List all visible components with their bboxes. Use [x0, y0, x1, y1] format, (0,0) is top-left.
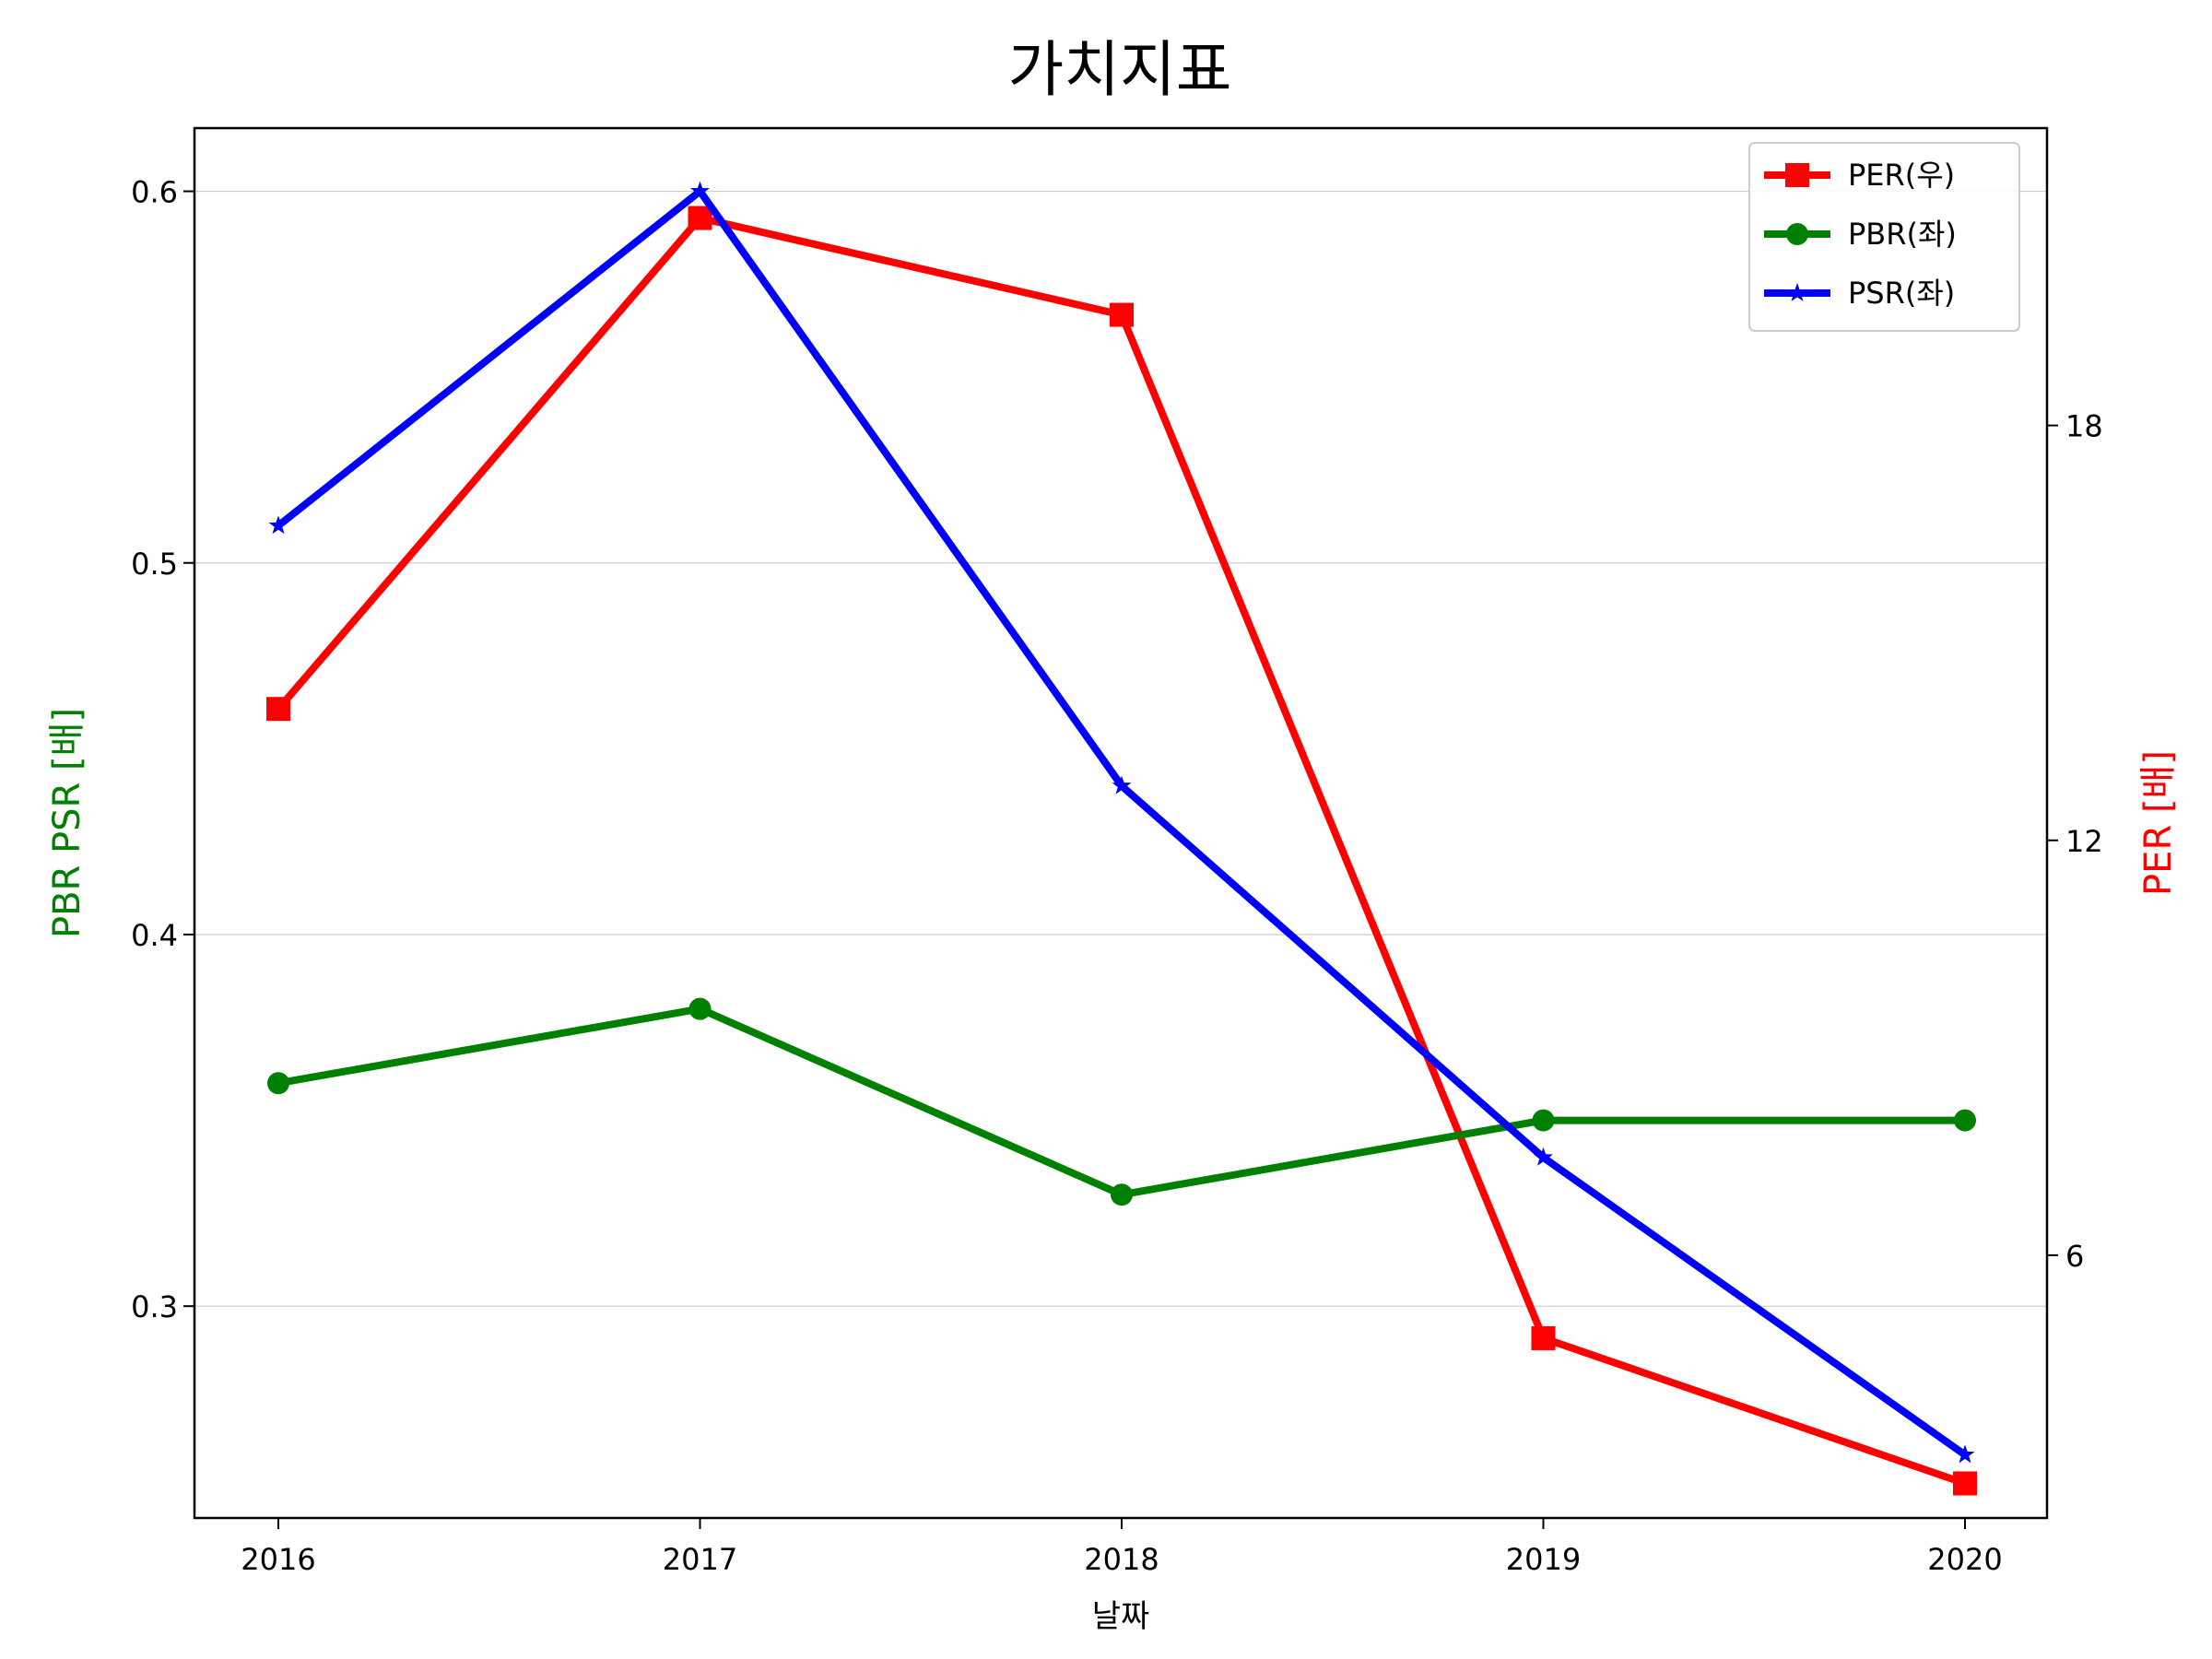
data-point [1955, 1444, 1975, 1464]
legend-entry: PBR(좌) [1764, 217, 1957, 252]
legend: PER(우) PBR(좌) PSR(좌) [1748, 142, 2020, 332]
legend-marker [1785, 163, 1809, 187]
chart-title: 가치지표 [1008, 34, 1232, 105]
data-point [690, 181, 710, 200]
plot-frame [193, 126, 2049, 1520]
series-1 [267, 997, 1976, 1206]
data-point [1110, 302, 1134, 327]
data-point [688, 997, 712, 1020]
y-left-tick-label: 0.4 [131, 918, 178, 953]
data-point [1954, 1109, 1976, 1132]
series-line [275, 214, 1969, 1488]
data-point [1953, 1471, 1977, 1496]
plot-area [266, 181, 1977, 1496]
y-right-tick-label: 12 [2065, 824, 2103, 859]
data-point [266, 697, 290, 722]
data-point [268, 515, 288, 535]
x-tick-label: 2020 [1927, 1542, 2002, 1577]
series-line [275, 187, 1969, 1459]
x-axis-label: 날짜 [1092, 1598, 1150, 1635]
data-point [1534, 1147, 1553, 1166]
legend-marker [1787, 283, 1807, 301]
legend-label: PSR(좌) [1848, 276, 1955, 311]
axes: 0.3 0.4 0.5 0.6 6 12 18 2016 2017 2018 2019 2020 [131, 175, 2103, 1577]
x-tick-label: 2017 [663, 1542, 737, 1577]
x-tick-label: 2018 [1084, 1542, 1159, 1577]
data-point [267, 1072, 289, 1095]
data-point [1112, 775, 1132, 794]
x-tick-label: 2019 [1506, 1542, 1581, 1577]
legend-label: PBR(좌) [1848, 217, 1957, 252]
y-right-tick-label: 6 [2065, 1239, 2084, 1274]
y-right-tick-label: 18 [2065, 409, 2103, 444]
series-0 [266, 206, 1977, 1496]
data-point [1532, 1109, 1555, 1132]
y-left-tick-label: 0.6 [131, 175, 178, 210]
legend-box [1748, 142, 2020, 332]
y-left-tick-label: 0.5 [131, 547, 178, 582]
legend-entry: PER(우) [1764, 158, 1955, 193]
y-left-tick-label: 0.3 [131, 1289, 178, 1324]
series-line [275, 1005, 1969, 1199]
data-point [688, 206, 712, 230]
data-point [1531, 1325, 1556, 1350]
data-point [1111, 1183, 1133, 1206]
series-2 [268, 181, 1975, 1464]
y-axis-label-left: PBR PSR [배] [46, 708, 88, 938]
legend-entry: PSR(좌) [1764, 276, 1955, 311]
legend-label: PER(우) [1848, 158, 1955, 193]
grid-lines [194, 190, 2047, 1307]
x-tick-label: 2016 [241, 1542, 315, 1577]
y-axis-label-right: PER [배] [2137, 750, 2180, 896]
legend-marker [1786, 223, 1808, 245]
